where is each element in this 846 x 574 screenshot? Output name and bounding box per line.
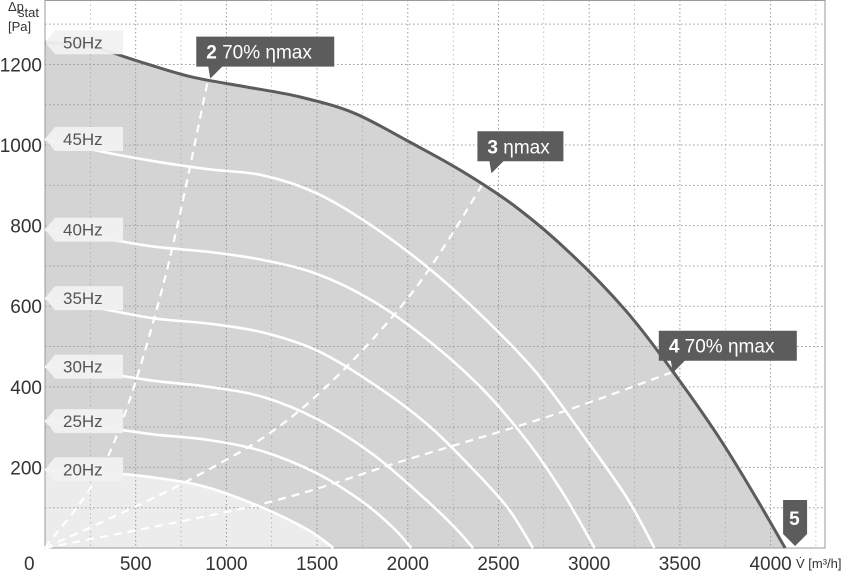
callout-box bbox=[658, 330, 797, 373]
frequency-label-text: 35Hz bbox=[63, 289, 103, 308]
frequency-label-text: 50Hz bbox=[63, 33, 103, 52]
frequency-label: 25Hz bbox=[45, 409, 123, 434]
frequency-label-tag bbox=[45, 30, 123, 55]
callout-text: 3 ηmax bbox=[487, 137, 550, 158]
callout-box bbox=[196, 36, 335, 79]
x-tick-label: 4000 bbox=[749, 554, 791, 574]
efficiency-line bbox=[44, 371, 672, 550]
callout-2: 2 70% ηmax bbox=[196, 36, 335, 79]
callout-5: 5 bbox=[783, 500, 808, 546]
frequency-label: 40Hz bbox=[45, 217, 123, 242]
y-tick-label: 400 bbox=[10, 378, 42, 399]
frequency-label-tag bbox=[45, 217, 123, 242]
x-tick-label: 1000 bbox=[205, 554, 247, 574]
x-axis-label: V̇ [m³/h] bbox=[796, 556, 842, 571]
callout-text: 5 bbox=[789, 509, 800, 530]
grid-layer bbox=[44, 0, 826, 549]
operating-lines-layer bbox=[44, 78, 672, 550]
callout-text: 4 70% ηmax bbox=[669, 337, 775, 358]
frequency-label-text: 25Hz bbox=[63, 412, 103, 431]
frequency-label: 30Hz bbox=[45, 354, 123, 379]
y-tick-label: 1200 bbox=[0, 55, 42, 76]
frequency-label: 35Hz bbox=[45, 286, 123, 311]
efficiency-line bbox=[44, 78, 210, 549]
callout-3: 3 ηmax bbox=[477, 131, 564, 174]
y-axis-label-symbol: Δp bbox=[8, 0, 24, 14]
y-tick-label: 1000 bbox=[0, 136, 42, 157]
callout-box bbox=[783, 500, 808, 546]
low-speed-area bbox=[45, 469, 334, 548]
operating-area bbox=[45, 42, 786, 549]
speed-curve-50Hz bbox=[44, 40, 787, 549]
efficiency-line bbox=[44, 172, 491, 549]
origin-label: 0 bbox=[24, 554, 35, 574]
frequency-label-tag bbox=[45, 457, 123, 482]
speed-curve-45Hz bbox=[44, 137, 656, 549]
callout-box bbox=[477, 131, 564, 174]
frequency-label-text: 20Hz bbox=[63, 460, 103, 479]
frequency-labels-layer: 50Hz 45Hz 40Hz 35Hz 30Hz 25Hz 20Hz bbox=[45, 30, 123, 482]
y-tick-label: 200 bbox=[10, 458, 42, 479]
frequency-label-text: 40Hz bbox=[63, 221, 103, 240]
frequency-label-tag bbox=[45, 286, 123, 311]
callouts-layer: 2 70% ηmax 3 ηmax 4 70% ηmax 5 bbox=[196, 36, 808, 546]
frequency-label: 50Hz bbox=[45, 30, 123, 55]
frequency-label: 20Hz bbox=[45, 457, 123, 482]
speed-curve-40Hz bbox=[44, 228, 596, 549]
speed-curves-layer bbox=[44, 40, 787, 550]
callout-text: 2 70% ηmax bbox=[206, 43, 312, 64]
y-axis-label-subscript: stat bbox=[18, 5, 39, 20]
area-layer bbox=[45, 42, 786, 549]
frequency-label-text: 45Hz bbox=[63, 130, 103, 149]
y-tick-label: 600 bbox=[10, 297, 42, 318]
x-tick-label: 2500 bbox=[477, 554, 519, 574]
frequency-label: 45Hz bbox=[45, 127, 123, 152]
speed-curve-30Hz bbox=[44, 365, 475, 549]
y-axis-label-unit: [Pa] bbox=[8, 19, 31, 34]
y-tick-label: 800 bbox=[10, 217, 42, 238]
speed-curve-35Hz bbox=[44, 296, 535, 549]
frequency-label-tag bbox=[45, 127, 123, 152]
x-tick-label: 500 bbox=[120, 554, 152, 574]
x-tick-label: 3500 bbox=[659, 554, 701, 574]
frequency-label-tag bbox=[45, 409, 123, 434]
x-tick-label: 2000 bbox=[387, 554, 429, 574]
x-tick-label: 1500 bbox=[296, 554, 338, 574]
frequency-label-text: 30Hz bbox=[63, 358, 103, 377]
plot-frame bbox=[44, 0, 826, 549]
x-tick-label: 3000 bbox=[568, 554, 610, 574]
frequency-label-tag bbox=[45, 354, 123, 379]
callout-4: 4 70% ηmax bbox=[658, 330, 797, 373]
